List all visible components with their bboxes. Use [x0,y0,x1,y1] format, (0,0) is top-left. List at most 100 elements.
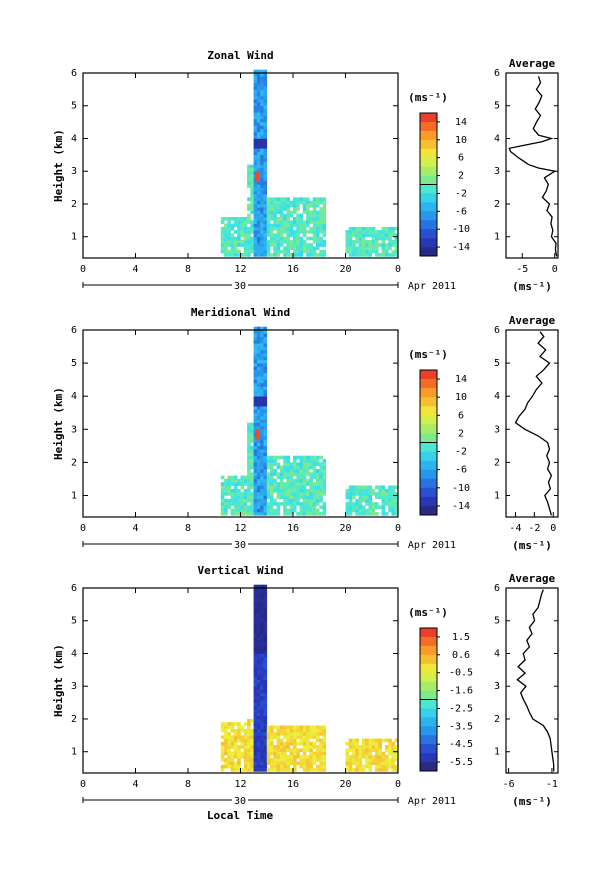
y-tick-label: 5 [71,101,77,112]
colorbar-segment [420,663,437,673]
average-frame [505,72,559,259]
colorbar-segment [420,166,437,176]
colorbar-segment [420,184,437,194]
avg-y-tick-label: 5 [494,358,500,369]
heatmap-field [220,69,399,257]
colorbar-segment [420,636,437,647]
date-day-bg [232,794,248,806]
colorbar-segment [420,388,437,398]
colorbar-segment [420,148,437,158]
y-tick-label: 4 [71,133,77,144]
colorbar-segment [420,735,437,745]
x-tick-label: 20 [339,523,351,534]
colorbar-segment [420,424,437,434]
avg-y-tick-label: 1 [494,747,500,758]
average-title: Average [509,572,556,585]
y-axis-label: Height (km) [52,129,65,202]
colorbar-tick-label: 10 [455,135,467,146]
colorbar-segment [420,211,437,221]
average-title: Average [509,314,556,327]
colorbar-segment [420,487,437,498]
colorbar-tick-label: -6 [455,465,467,476]
colorbar-segment [420,505,437,516]
colorbar-segment [420,496,437,507]
colorbar-tick-label: -5.5 [449,757,473,768]
x-tick-label: 4 [132,264,138,275]
colorbar-segment [420,229,437,239]
colorbar-segment [420,121,437,132]
average-title: Average [509,57,556,70]
y-tick-label: 6 [71,68,77,79]
max-cell [254,171,260,182]
avg-x-tick-label: -2 [528,523,540,534]
colorbar-segment [420,628,437,638]
colorbar-segment [420,415,437,425]
colorbar-tick-label: -2 [455,447,467,458]
y-tick-label: 1 [71,232,77,243]
panel-title: Zonal Wind [207,49,273,62]
y-tick-label: 5 [71,616,77,627]
colorbar-segment [420,744,437,754]
x-axis-label: Local Time [207,809,274,822]
y-axis-label: Height (km) [52,387,65,460]
colorbar-segment [420,478,437,489]
colorbar-tick-label: 6 [458,153,464,164]
x-tick-label: 8 [185,523,191,534]
colorbar-segment [420,442,437,452]
y-tick-label: 4 [71,648,77,659]
avg-x-tick-label: -5 [516,264,528,275]
y-tick-label: 2 [71,199,77,210]
colorbar-segment [420,654,437,665]
avg-y-tick-label: 4 [494,648,500,659]
x-tick-label: 0 [395,523,401,534]
y-tick-label: 5 [71,358,77,369]
avg-y-tick-label: 3 [494,166,500,177]
colorbar-tick-label: 10 [455,392,467,403]
colorbar-tick-label: -1.6 [449,686,473,697]
x-tick-label: 8 [185,779,191,790]
colorbar-segment [420,238,437,248]
y-tick-label: 4 [71,391,77,402]
colorbar-tick-label: 14 [455,374,467,385]
colorbar-segment [420,469,437,480]
y-tick-label: 3 [71,166,77,177]
x-tick-label: 4 [132,779,138,790]
colorbar-segment [420,451,437,461]
y-tick-label: 2 [71,714,77,725]
colorbar-tick-label: -2 [455,188,467,199]
date-day-bg [232,279,248,291]
avg-x-axis-label: (ms⁻¹) [512,539,552,552]
date-day: 30 [234,796,246,807]
x-tick-label: 0 [395,264,401,275]
avg-y-tick-label: 2 [494,457,500,468]
heatmap-field [220,326,399,516]
avg-y-tick-label: 6 [494,583,500,594]
average-frame [505,587,559,774]
colorbar-segment [420,726,437,736]
colorbar-segment [420,247,437,257]
x-tick-label: 16 [287,264,299,275]
avg-y-tick-label: 6 [494,325,500,336]
colorbar: 14 10 6 2 -2 -6 -10 -14 (ms⁻¹) [408,348,470,516]
date-label: Apr 2011 [408,281,456,292]
x-tick-label: 0 [80,264,86,275]
avg-y-tick-label: 3 [494,424,500,435]
x-tick-label: 8 [185,264,191,275]
x-tick-label: 20 [339,779,351,790]
colorbar-segment [420,202,437,212]
colorbar-tick-label: 1.5 [452,632,470,643]
colorbar-segment [420,370,437,380]
colorbar-tick-label: -2.5 [449,703,473,714]
colorbar-tick-label: 14 [455,117,467,128]
x-tick-label: 4 [132,523,138,534]
max-cell [254,429,260,440]
average-profile: Average 1 2 3 4 5 6 -6 -1 (ms⁻¹) [494,572,559,808]
x-tick-label: 0 [80,523,86,534]
x-tick-label: 16 [287,523,299,534]
avg-y-tick-label: 2 [494,714,500,725]
x-tick-label: 0 [395,779,401,790]
colorbar-tick-label: -4.5 [449,739,473,750]
colorbar-segment [420,157,437,167]
avg-x-tick-label: 0 [550,523,556,534]
